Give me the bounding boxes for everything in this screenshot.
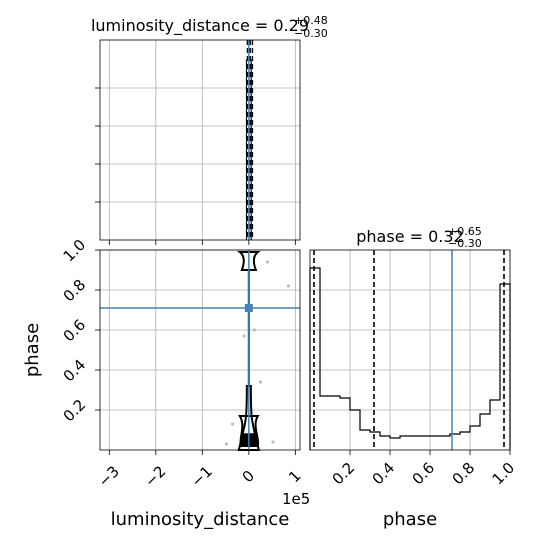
title-median: 0.32 (428, 227, 464, 246)
scatter-point (252, 328, 257, 332)
axes-frame (99, 249, 301, 451)
title-equals: = (250, 16, 274, 35)
title-upper-error: +0.65 (448, 225, 482, 238)
luminosity-distance-phase-2d-panel: −3 −2 −1 0 1 0.20.40.60.81.0 1e5 luminosity_… (22, 236, 310, 530)
axes-frame (309, 249, 511, 451)
title-param: luminosity_distance (91, 16, 250, 36)
x-offset-label: 1e5 (282, 490, 310, 508)
phase-title: phase = 0.32 (356, 227, 463, 246)
scatter-point (271, 440, 275, 444)
scatter-point (224, 442, 229, 446)
luminosity-distance-histogram-panel: luminosity_distance = 0.29 +0.48 −0.30 (91, 14, 328, 245)
scatter-point (265, 260, 270, 264)
histogram-step (309, 267, 511, 450)
quantile-lines (313, 250, 505, 450)
tick-marks (95, 87, 296, 245)
title-param: phase (356, 227, 404, 246)
title-lower-error: −0.30 (294, 27, 328, 40)
contour-line (236, 251, 261, 271)
quantile-lines (246, 40, 254, 240)
scatter-point (230, 422, 235, 426)
title-lower-error: −0.30 (448, 237, 482, 250)
scatter-point (258, 380, 263, 384)
axes-frame (99, 39, 301, 241)
x-axis-label: phase (383, 509, 437, 530)
scatter-points (224, 260, 290, 446)
scatter-point (242, 334, 246, 338)
title-upper-error: +0.48 (294, 14, 328, 27)
tick-marks (349, 450, 511, 455)
x-axis-label: luminosity_distance (111, 509, 290, 530)
luminosity-distance-title: luminosity_distance = 0.29 (91, 16, 309, 36)
y-axis-label: phase (22, 323, 43, 377)
truth-lines (100, 250, 300, 450)
scatter-point (286, 284, 290, 288)
tick-marks (95, 249, 296, 455)
title-median: 0.29 (273, 16, 309, 35)
title-equals: = (405, 227, 429, 246)
truth-marker (244, 304, 253, 312)
